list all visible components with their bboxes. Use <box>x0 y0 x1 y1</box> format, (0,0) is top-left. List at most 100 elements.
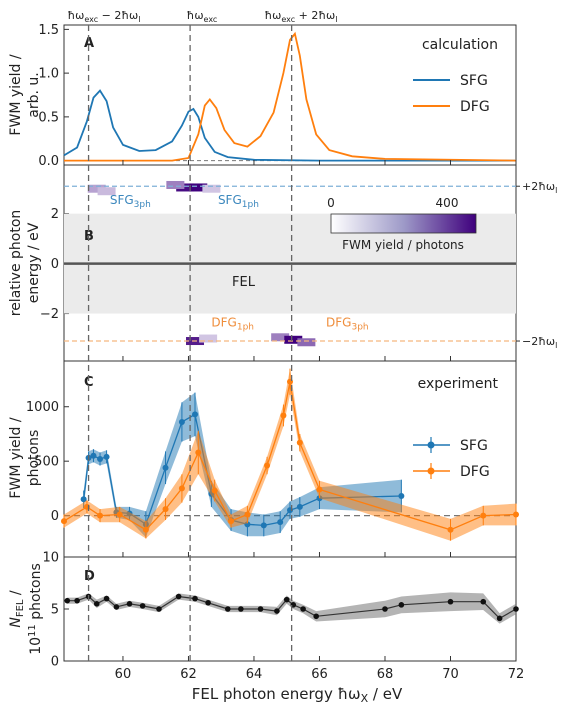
y-tick-label-b: 0 <box>51 257 59 272</box>
series-band-sfg <box>83 392 402 538</box>
y-tick-label-c: 500 <box>34 455 59 470</box>
data-point <box>162 506 169 513</box>
panel-a: 0.0 0.5 1.0 1.5 A calculation FWM yield / a… <box>8 23 517 169</box>
x-tick-label: 66 <box>311 667 328 682</box>
nfel-point <box>447 598 454 605</box>
x-tick-label: 72 <box>508 667 525 682</box>
colorbar-min-label: 0 <box>327 196 335 210</box>
legend-a-sfg-label: SFG <box>460 73 488 89</box>
panel-c-note: experiment <box>418 376 499 392</box>
heatmap-spot <box>202 184 221 193</box>
top-label-mid: ħωexc <box>187 9 218 24</box>
panel-c: 0 500 1000 C experiment FWM yield / photon… <box>8 360 519 558</box>
colorbar-gradient <box>330 213 477 234</box>
top-label-left: ħωexc − 2ħωl <box>68 9 141 24</box>
data-point <box>260 522 267 529</box>
y-tick-label-a: 0.5 <box>38 110 59 125</box>
y-tick-label-b: 2 <box>51 207 59 222</box>
data-point <box>97 512 104 519</box>
data-point <box>142 526 149 533</box>
x-axis: 60 62 64 66 68 70 72 <box>115 160 525 682</box>
heatmap-annotation: SFG3ph <box>110 193 151 210</box>
data-point <box>296 439 303 446</box>
heatmap-spot <box>271 333 290 342</box>
y-tick-label-d: 10 <box>42 551 59 566</box>
data-point <box>80 496 87 503</box>
panel-a-letter: A <box>84 36 94 51</box>
nfel-point <box>156 606 162 612</box>
nfel-point <box>274 608 280 614</box>
nfel-point <box>126 601 133 607</box>
nfel-point <box>224 606 231 612</box>
data-point <box>280 412 287 419</box>
nfel-point <box>205 599 211 606</box>
nfel-point <box>103 595 110 602</box>
colorbar-max-label: 400 <box>436 196 459 210</box>
nfel-point <box>496 615 503 622</box>
heatmap-spot <box>97 187 116 196</box>
data-point <box>178 485 185 492</box>
data-point <box>61 518 67 525</box>
heatmap-annotation: DFG1ph <box>211 315 254 332</box>
nfel-point <box>398 602 405 608</box>
data-point <box>316 486 323 493</box>
panel-c-ylabel-1: FWM yield / <box>8 417 24 498</box>
panel-a-legend: SFG DFG <box>413 73 490 115</box>
panel-d-ylabel-2: 1011 photons <box>27 563 44 655</box>
data-point <box>228 518 235 525</box>
y-tick-label-b: −2 <box>40 307 59 322</box>
panel-c-ylabel-2: photons <box>26 430 42 487</box>
heatmap-spot <box>199 334 218 343</box>
nfel-band <box>67 592 517 624</box>
y-tick-label-c: 0 <box>51 509 59 524</box>
panel-b-ylabel-2: energy / eV <box>26 222 42 303</box>
nfel-point <box>192 595 198 602</box>
x-tick-label: 62 <box>180 667 197 682</box>
panel-a-ylabel-2: arb. u. <box>26 72 42 117</box>
data-point <box>447 526 454 533</box>
nfel-point <box>382 606 388 612</box>
nfel-point <box>300 606 306 612</box>
heatmap-spot <box>166 180 185 189</box>
heatmap-annotation: SFG1ph <box>218 193 259 210</box>
panel-b-ylabel-1: relative photon <box>8 210 24 317</box>
y-tick-label-a: 1.0 <box>38 67 59 82</box>
y-tick-label-a: 0.0 <box>38 154 59 169</box>
legend-c-dfg-label: DFG <box>460 464 490 480</box>
legend-c-sfg-marker <box>427 441 435 449</box>
nfel-point <box>283 596 290 603</box>
x-tick-label: 68 <box>377 667 394 682</box>
top-label-right: ħωexc + 2ħωl <box>265 9 338 24</box>
colorbar-title: FWM yield / photons <box>342 238 464 252</box>
panel-d-ylabel-1: NFEL / <box>8 590 26 628</box>
nfel-point <box>480 598 487 605</box>
nfel-point <box>74 597 80 604</box>
data-point <box>277 519 284 526</box>
data-point <box>116 511 123 518</box>
legend-c-sfg-label: SFG <box>460 438 488 454</box>
data-point <box>97 456 104 462</box>
data-point <box>296 503 303 510</box>
series-line-dfg <box>64 31 517 162</box>
panel-c-legend: SFG DFG <box>413 437 490 480</box>
data-point <box>244 511 251 518</box>
panel-d: 0 5 10 D NFEL / 1011 photons <box>8 551 519 670</box>
heatmap-spot <box>284 335 303 344</box>
data-point <box>398 493 405 500</box>
data-point <box>480 512 487 519</box>
data-point <box>211 487 218 494</box>
colorbar: 0 400 FWM yield / photons <box>327 196 477 252</box>
data-point <box>90 452 97 459</box>
nfel-point <box>113 604 120 610</box>
nfel-point <box>238 606 244 612</box>
data-point <box>513 511 519 518</box>
heatmap-spot <box>87 184 106 193</box>
x-tick-label: 60 <box>115 667 132 682</box>
series-band-dfg <box>64 368 516 541</box>
right-label: +2ħωl <box>522 180 557 195</box>
fel-label: FEL <box>232 275 256 290</box>
nfel-point <box>139 603 146 609</box>
series-line-sfg <box>63 89 516 162</box>
legend-c-dfg-marker <box>427 467 435 475</box>
